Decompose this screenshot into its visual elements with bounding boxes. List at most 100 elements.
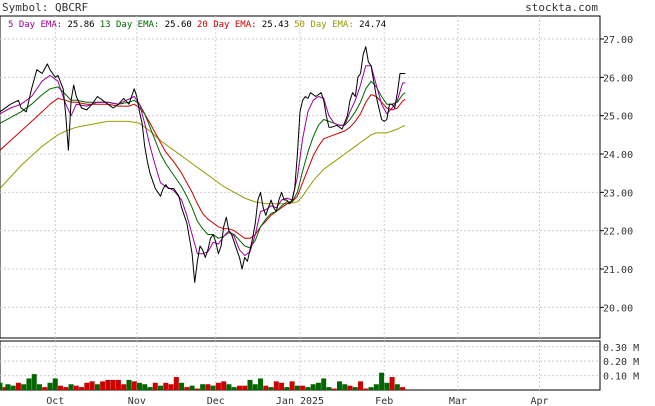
volume-bar	[168, 384, 174, 390]
site-label[interactable]: stockta.com	[525, 1, 598, 14]
volume-bar	[5, 384, 11, 390]
series-line-ema50	[0, 120, 406, 205]
volume-bar	[94, 384, 100, 390]
volume-bar	[184, 387, 190, 390]
price-tick-label: 23.00	[603, 188, 633, 199]
price-tick-label: 25.00	[603, 112, 633, 123]
labels: Symbol: QBCRF stockta.com 27.00 26.00 25.0…	[2, 1, 639, 406]
volume-bar	[205, 384, 211, 390]
price-tick-label: 22.00	[603, 227, 633, 238]
volume-bar	[194, 388, 200, 390]
volume-tick-label: 0.30 M	[603, 343, 639, 354]
volume-bar	[189, 385, 195, 390]
volume-bar	[358, 381, 364, 390]
volume-bar	[15, 382, 21, 390]
volume-bar	[368, 387, 374, 390]
volume-bar	[373, 384, 379, 390]
volume-bar	[58, 385, 64, 390]
volume-bar	[284, 387, 290, 390]
symbol-label: Symbol: QBCRF	[2, 1, 88, 14]
series-line-price	[0, 46, 406, 283]
volume-bar	[326, 387, 332, 390]
volume-bar	[200, 384, 206, 390]
x-tick-label: Feb	[375, 396, 393, 406]
x-tick-label: Oct	[46, 396, 64, 406]
volume-bar	[379, 372, 385, 390]
volume-bar	[115, 379, 121, 390]
volume-bar	[247, 379, 253, 390]
volume-bar	[121, 384, 127, 390]
legend-label: 5 Day EMA:	[8, 20, 62, 30]
volume-bar	[273, 381, 279, 390]
volume-bar	[215, 382, 221, 390]
volume-bar	[68, 384, 74, 390]
volume-bar	[136, 382, 142, 390]
volume-bar	[221, 381, 227, 390]
legend-value: 25.43	[262, 20, 289, 30]
volume-bar	[258, 378, 264, 390]
legend-label: 20 Day EMA:	[197, 20, 257, 30]
volume-bar	[231, 387, 237, 390]
volume-bar	[100, 381, 106, 390]
volume-bar	[400, 387, 406, 390]
volume-bar	[131, 381, 137, 390]
volume-bar	[31, 374, 37, 390]
volume-bar	[163, 382, 169, 390]
price-tick-label: 27.00	[603, 35, 633, 46]
volume-bar	[0, 382, 3, 390]
volume-bar	[79, 387, 85, 390]
volume-bar	[352, 387, 358, 390]
volume-bar	[347, 385, 353, 390]
volume-bars	[0, 372, 406, 390]
volume-bar	[63, 387, 69, 390]
price-ema-lines	[0, 46, 406, 283]
volume-bar	[305, 387, 311, 390]
volume-bar	[179, 382, 185, 390]
volume-bar	[289, 381, 295, 390]
volume-bar	[242, 385, 248, 390]
volume-bar	[10, 385, 16, 390]
x-tick-label: Dec	[207, 396, 225, 406]
x-tick-label: Mar	[449, 396, 467, 406]
volume-bar	[73, 385, 79, 390]
volume-bar	[173, 377, 179, 390]
volume-bar	[363, 388, 369, 390]
volume-bar	[389, 377, 395, 390]
volume-bar	[321, 378, 327, 390]
legend-value: 25.86	[68, 20, 95, 30]
volume-bar	[210, 385, 216, 390]
volume-bar	[252, 384, 258, 390]
volume-bar	[279, 382, 285, 390]
axes	[600, 38, 604, 308]
legend-label: 13 Day EMA:	[100, 20, 160, 30]
x-tick-label: Nov	[128, 396, 146, 406]
x-tick-label: Apr	[530, 396, 548, 406]
volume-bar	[294, 385, 300, 390]
volume-bar	[84, 382, 90, 390]
x-tick-label: Jan 2025	[276, 396, 324, 406]
volume-bar	[300, 385, 306, 390]
legend-value: 25.60	[165, 20, 192, 30]
volume-bar	[336, 381, 342, 390]
volume-bar	[105, 379, 111, 390]
volume-bar	[110, 379, 116, 390]
volume-bar	[263, 385, 269, 390]
volume-bar	[26, 378, 32, 390]
volume-bar	[21, 384, 27, 390]
volume-bar	[142, 384, 148, 390]
series-line-ema5	[0, 65, 406, 257]
volume-bar	[47, 382, 53, 390]
volume-bar	[2, 387, 8, 390]
volume-bar	[394, 384, 400, 390]
volume-bar	[342, 384, 348, 390]
volume-bar	[89, 381, 95, 390]
volume-bar	[52, 378, 58, 390]
volume-tick-label: 0.20 M	[603, 357, 639, 368]
volume-bar	[310, 384, 316, 390]
volume-bar	[42, 387, 48, 390]
series-line-ema20	[0, 94, 406, 239]
legend-value: 24.74	[359, 20, 386, 30]
volume-bar	[315, 382, 321, 390]
volume-bar	[384, 382, 390, 390]
